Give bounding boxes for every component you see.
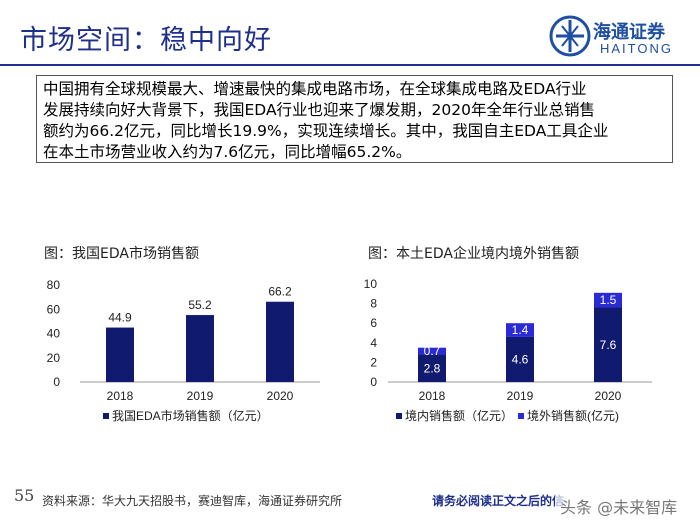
chart1-ytick-label: 0: [53, 375, 60, 389]
summary-box: 中国拥有全球规模最大、增速最快的集成电路市场，在全球集成电路及EDA行业 发展持…: [36, 75, 673, 163]
chart2-data-label: 1.4: [512, 323, 529, 337]
watermark-backdrop: [555, 488, 695, 518]
chart1-ytick-label: 40: [47, 327, 61, 341]
summary-line: 中国拥有全球规模最大、增速最快的集成电路市场，在全球集成电路及EDA行业: [43, 80, 587, 98]
chart2-legend-label: 境外销售额(亿元): [527, 408, 619, 423]
header-rule: [0, 64, 700, 66]
chart2-data-label: 4.6: [512, 352, 529, 366]
chart2-legend-label: 境内销售额（亿元）: [405, 408, 513, 423]
chart2-xtick-label: 2019: [507, 389, 534, 403]
summary-line: 额约为66.2亿元，同比增长19.9%，实现连续增长。其中，我国自主EDA工具企…: [43, 122, 609, 140]
chart1-xtick-label: 2020: [267, 389, 294, 403]
chart2-data-label: 1.5: [600, 293, 617, 307]
page-number: 55: [14, 486, 35, 505]
chart1-legend-swatch: [103, 413, 109, 419]
chart1-bar: [186, 315, 214, 382]
page-title: 市场空间：稳中向好: [20, 25, 272, 56]
disclaimer-note: 请务必阅读正文之后的信: [432, 494, 565, 508]
chart2-ytick-label: 4: [370, 336, 377, 350]
logo-text-en: HAITONG: [600, 41, 673, 56]
chart2-bar-segment: [594, 307, 622, 382]
chart1-bar: [266, 301, 294, 382]
charts-canvas: 02040608044.9201855.2201966.22020我国EDA市场…: [47, 277, 652, 423]
chart2-ytick-label: 10: [364, 277, 378, 291]
chart2-ytick-label: 0: [370, 375, 377, 389]
logo-text-cn: 海通证券: [593, 22, 665, 43]
chart1-ytick-label: 20: [47, 351, 61, 365]
chart2-ytick-label: 6: [370, 316, 377, 330]
chart2-bar-segment: [594, 292, 622, 308]
summary-line: 在本土市场营业收入约为7.6亿元，同比增幅65.2%。: [43, 143, 412, 161]
chart2-xtick-label: 2018: [419, 389, 446, 403]
chart2-data-label: 2.8: [424, 361, 441, 375]
chart2-legend-swatch: [518, 413, 524, 419]
haitong-logo-icon: [549, 15, 591, 57]
chart2-bar-segment: [418, 347, 446, 355]
chart2-legend-swatch: [396, 413, 402, 419]
chart1-ytick-label: 80: [47, 278, 61, 292]
chart1-xtick-label: 2019: [187, 389, 214, 403]
chart2-bar-segment: [506, 336, 534, 382]
chart1-data-label: 66.2: [268, 285, 292, 299]
chart2-bar-segment: [418, 354, 446, 382]
chart2-data-label: 7.6: [600, 338, 617, 352]
chart1-data-label: 44.9: [108, 311, 132, 325]
chart2-bar-segment: [506, 323, 534, 337]
chart1-data-label: 55.2: [188, 298, 212, 312]
chart1-ytick-label: 60: [47, 302, 61, 316]
chart2-xtick-label: 2020: [595, 389, 622, 403]
chart2-data-label: 0.7: [424, 344, 441, 358]
source-note: 资料来源：华大九天招股书，赛迪智库，海通证券研究所: [42, 494, 343, 508]
chart1-legend-label: 我国EDA市场销售额（亿元）: [112, 408, 269, 423]
chart1-bar: [106, 327, 134, 382]
chart2-title: 图：本土EDA企业境内境外销售额: [368, 246, 579, 262]
chart2-ytick-label: 2: [370, 355, 377, 369]
haitong-logo: 海通证券 HAITONG: [548, 14, 688, 60]
chart2-ytick-label: 8: [370, 297, 377, 311]
watermark: 头条 @未来智库: [560, 498, 678, 517]
chart1-xtick-label: 2018: [107, 389, 134, 403]
chart1-title: 图：我国EDA市场销售额: [44, 246, 199, 262]
summary-line: 发展持续向好大背景下，我国EDA行业也迎来了爆发期，2020年全年行业总销售: [43, 101, 596, 119]
